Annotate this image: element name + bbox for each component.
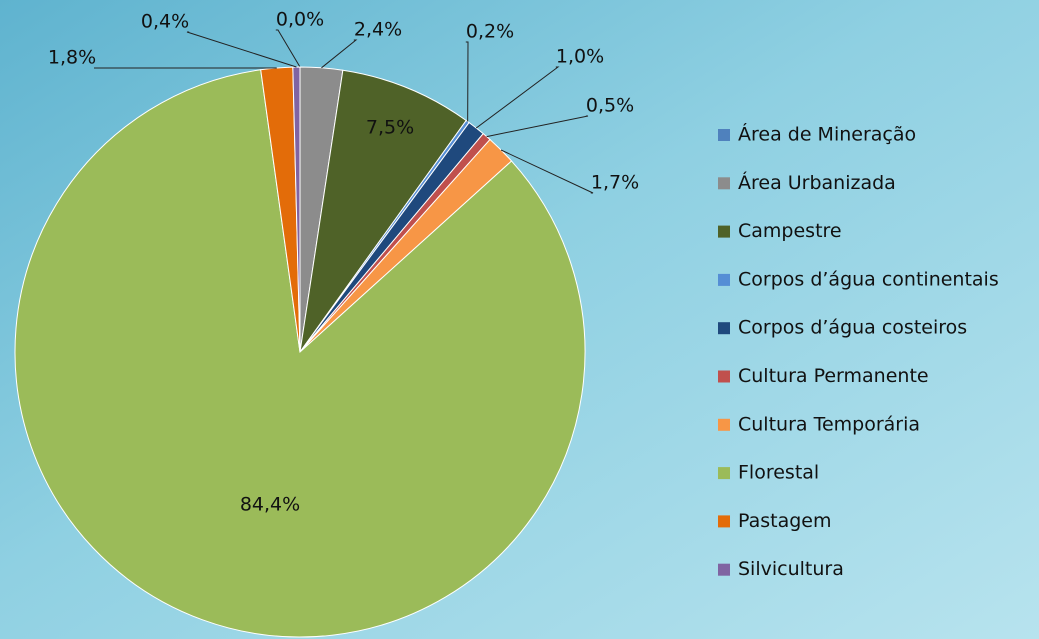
data-label: 7,5% [366, 117, 414, 139]
legend-swatch [718, 129, 730, 141]
legend-swatch [718, 273, 730, 286]
legend-swatch [718, 225, 730, 238]
data-label: 1,7% [591, 172, 639, 194]
legend-label: Pastagem [738, 510, 832, 532]
data-label: 84,4% [240, 494, 300, 516]
data-label: 2,4% [354, 19, 402, 41]
legend-label: Área de Mineração [738, 123, 916, 146]
legend-swatch [718, 563, 730, 576]
legend-label: Cultura Temporária [738, 413, 920, 435]
legend-swatch [718, 418, 730, 431]
data-label: 0,0% [276, 9, 324, 31]
legend-swatch [718, 177, 730, 190]
legend-label: Corpos d’água costeiros [738, 317, 967, 339]
data-label: 0,2% [466, 21, 514, 43]
legend-swatch [718, 467, 730, 480]
legend-label: Corpos d’água continentais [738, 268, 999, 290]
leader-line [321, 39, 358, 69]
legend-label: Silvicultura [738, 558, 844, 580]
pie-slice [14, 69, 586, 638]
legend-label: Florestal [738, 462, 819, 484]
legend-label: Área Urbanizada [738, 171, 896, 194]
legend-label: Cultura Permanente [738, 365, 929, 387]
leader-line [465, 41, 469, 122]
legend-label: Campestre [738, 220, 842, 242]
leader-line [486, 115, 589, 138]
leader-line [275, 29, 301, 68]
data-label: 0,4% [141, 11, 189, 33]
data-label: 1,0% [556, 46, 604, 68]
legend-swatch [718, 370, 730, 383]
data-label: 1,8% [48, 47, 96, 69]
pie-slice [299, 69, 467, 353]
pie-slice [292, 66, 301, 353]
legend-swatch [718, 322, 730, 335]
leader-line [475, 66, 560, 129]
leader-line [500, 149, 594, 194]
data-label: 0,5% [586, 95, 634, 117]
legend-swatch [718, 515, 730, 528]
leader-line [186, 31, 297, 68]
